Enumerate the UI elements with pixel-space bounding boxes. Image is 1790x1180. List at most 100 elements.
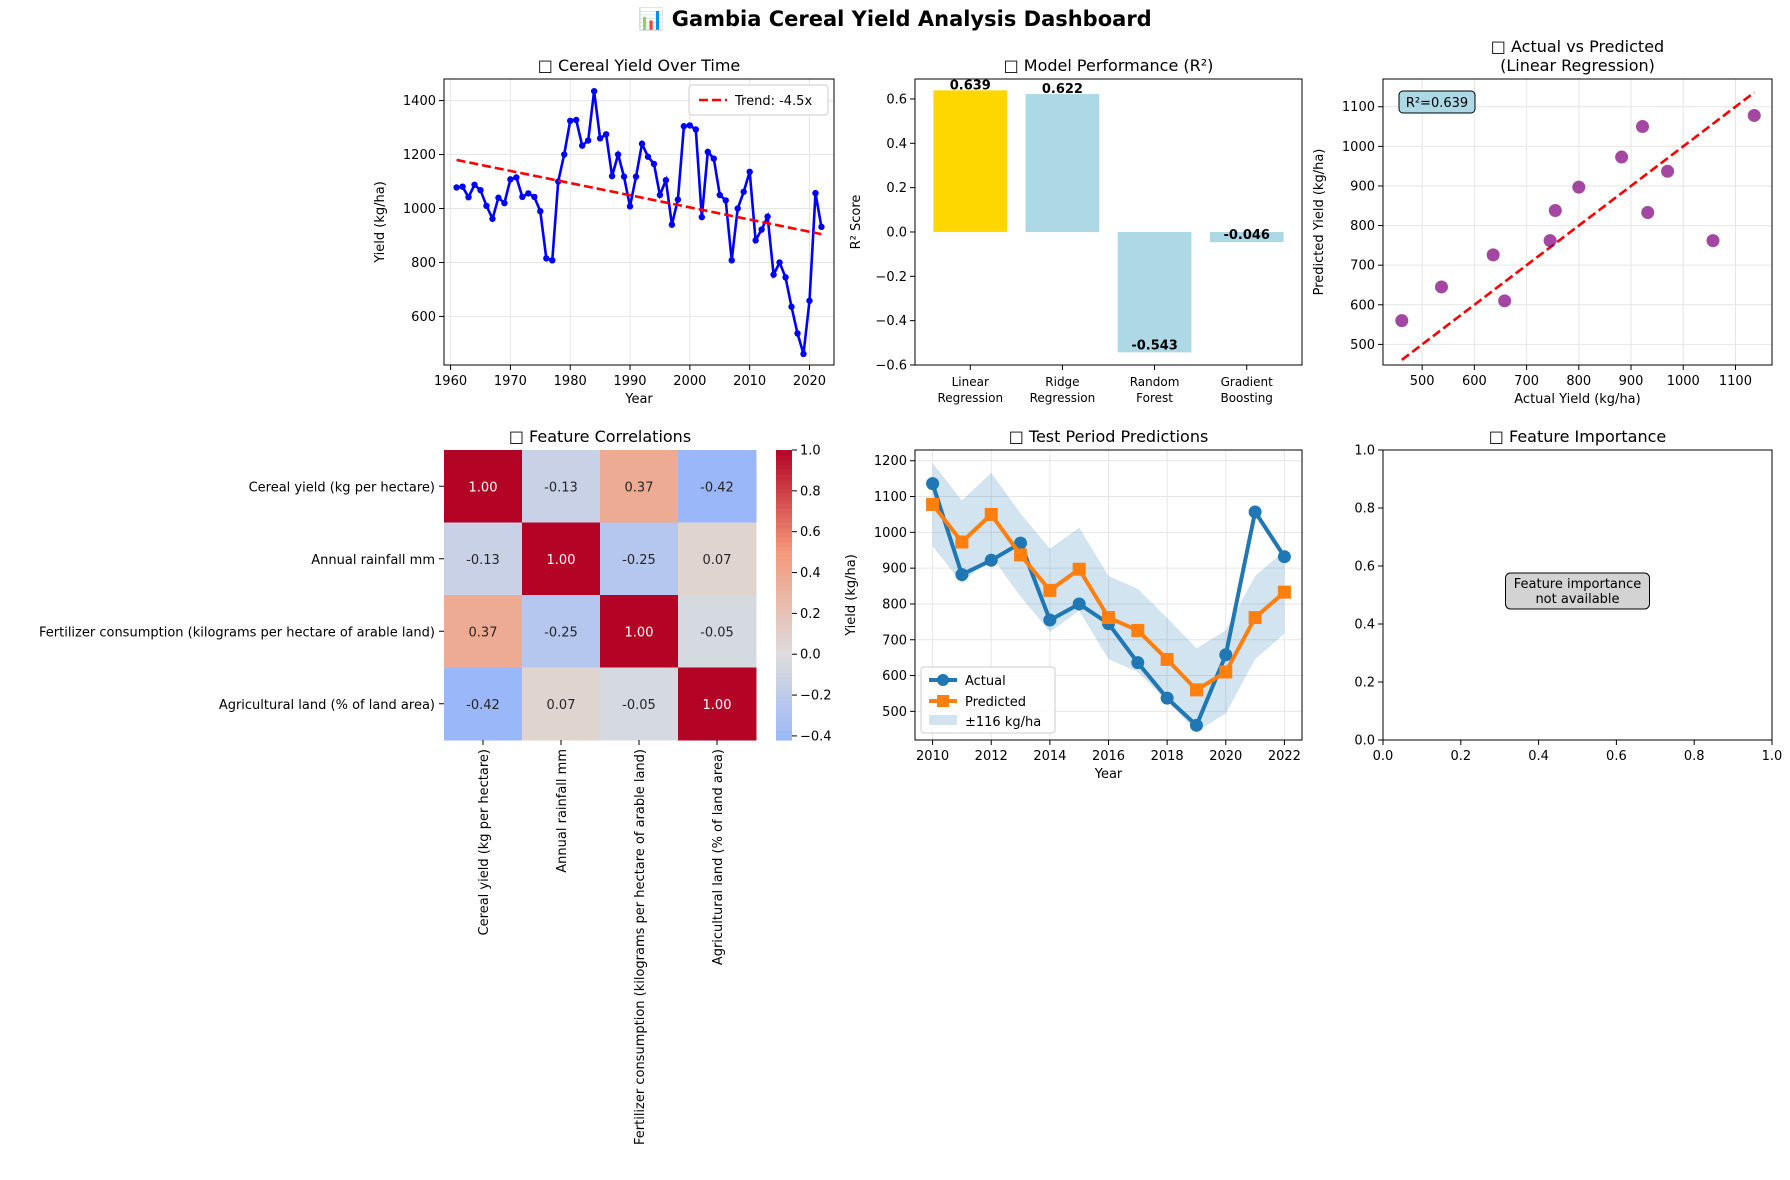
yield-chart-point [704,148,711,156]
yield-chart-ylabel: Yield (kg/ha) [373,181,388,264]
scatter-chart-point [1747,108,1761,122]
heatmap-chart-colorbar-segment [776,488,792,495]
heatmap-chart-cell [600,450,679,523]
heatmap-chart-cell [522,595,601,668]
heatmap-chart-colorbar-segment [776,459,792,466]
heatmap-chart-colorbar-segment [776,604,792,611]
heatmap-chart-row-label: Agricultural land (% of land area) [219,698,435,713]
r2-chart-category-label: Forest [1136,391,1173,405]
heatmap-chart-colorbar-segment [776,532,792,538]
yield-chart-point [602,131,610,138]
heatmap-chart-colorbar-segment [776,638,792,644]
importance-chart-ytick-label: 0.2 [1354,676,1375,691]
test-chart-ytick-label: 500 [882,705,907,720]
heatmap-chart-colorbar-segment [776,469,792,475]
importance-chart-ytick-label: 0.6 [1354,560,1375,575]
test-chart-actual-point [1248,505,1262,519]
importance-chart-xtick-label: 0.4 [1528,749,1549,764]
yield-chart-point [716,191,723,199]
test-chart-ylabel: Yield (kg/ha) [844,554,859,637]
test-chart-actual-point [1189,718,1203,732]
scatter-chart-annotation-box [1398,90,1476,114]
yield-chart-point [668,221,676,228]
test-chart-ytick-label: 700 [882,633,907,648]
heatmap-chart-colorbar-segment [776,735,792,741]
r2-chart-category-label: Random [1130,375,1180,389]
yield-chart-point [483,202,490,210]
yield-chart-point [734,205,741,212]
r2-chart-bar [1025,94,1100,232]
heatmap-chart-col-label: Cereal yield (kg per hectare) [477,749,492,935]
heatmap-chart-colorbar-label: 0.0 [800,648,821,663]
r2-chart-ytick-label: 0.6 [886,92,907,107]
r2-chart-value-label: 0.622 [1042,82,1083,97]
heatmap-chart-colorbar-segment [776,595,792,601]
yield-chart-point [680,123,688,130]
test-chart-xtick-label: 2016 [1092,749,1125,764]
heatmap-chart-colorbar-segment [776,483,792,490]
test-chart-predicted-point [955,535,969,549]
heatmap-chart-cell-label: -0.25 [544,625,578,640]
r2-chart-ytick-label: 0.0 [886,225,907,240]
test-chart-predicted-point [1189,683,1203,697]
r2-chart-ytick-label: −0.6 [875,359,907,374]
scatter-chart-point [1706,234,1720,248]
scatter-chart-ytick-label: 700 [1350,259,1375,274]
heatmap-chart-cell-label: -0.13 [544,480,578,495]
scatter-chart-xtick-label: 500 [1410,374,1435,389]
heatmap-chart-colorbar-segment [776,599,792,606]
heatmap-chart-cell-label: 1.00 [547,553,576,568]
heatmap-chart-colorbar-label: −0.4 [800,729,832,744]
heatmap-chart-cell-label: -0.42 [700,480,734,495]
heatmap-chart-cell [600,522,679,596]
r2-chart-category-label: Regression [937,391,1003,405]
yield-chart-point [567,117,574,125]
scatter-chart-point [1486,248,1500,262]
heatmap-chart-colorbar-segment [776,474,792,480]
importance-chart-xtick-label: 0.8 [1684,749,1705,764]
importance-chart-message: not available [1535,592,1619,607]
yield-chart-point [465,193,472,201]
scatter-chart-title: (Linear Regression) [1500,56,1655,75]
heatmap-chart-cell-label: 0.37 [625,480,654,495]
heatmap-chart-colorbar-label: 0.8 [800,484,821,499]
heatmap-chart-colorbar-segment [776,464,792,470]
heatmap-chart-colorbar-segment [776,454,792,461]
test-chart-uncertainty-band [932,462,1285,732]
test-chart-xtick-label: 2010 [916,749,949,764]
yield-chart-xlabel: Year [624,392,653,407]
yield-chart-point [632,173,640,180]
heatmap-chart-colorbar-segment [776,696,792,702]
heatmap-chart-colorbar-segment [776,450,792,456]
r2-chart-ylabel: R² Score [849,195,864,250]
importance-chart-ytick-label: 1.0 [1354,444,1375,459]
importance-chart-xtick-label: 0.0 [1373,749,1394,764]
heatmap-chart-colorbar-segment [776,541,792,548]
heatmap-chart-colorbar-segment [776,585,792,591]
heatmap-chart-col-label: Agricultural land (% of land area) [711,749,726,965]
test-chart-actual-point [955,568,969,582]
yield-chart-point [692,126,700,133]
scatter-chart-point [1615,150,1629,164]
yield-chart-point [812,189,819,197]
heatmap-chart-colorbar-segment [776,551,792,557]
heatmap-chart-cell [444,595,523,668]
r2-chart-frame [914,78,1303,366]
heatmap-chart-cell [444,667,523,741]
scatter-chart-ytick-label: 500 [1350,338,1375,353]
test-chart-legend-label: ±116 kg/ha [965,715,1041,730]
test-chart-ytick-label: 1100 [874,490,907,505]
test-chart-predicted-point [1014,548,1028,562]
heatmap-chart-colorbar-segment [776,677,792,683]
test-chart-title: □ Test Period Predictions [1009,427,1209,446]
scatter-chart-title: □ Actual vs Predicted [1491,37,1664,56]
yield-chart-point [596,135,604,142]
dashboard-title: 📊 Gambia Cereal Yield Analysis Dashboard [638,6,1151,31]
scatter-chart-xlabel: Actual Yield (kg/ha) [1514,392,1640,407]
heatmap-chart-colorbar-label: −0.2 [800,689,832,704]
heatmap-chart-colorbar-segment [776,667,792,673]
yield-chart-point [722,197,729,204]
yield-chart-point [572,116,580,124]
r2-chart-category-label: Regression [1030,391,1096,405]
